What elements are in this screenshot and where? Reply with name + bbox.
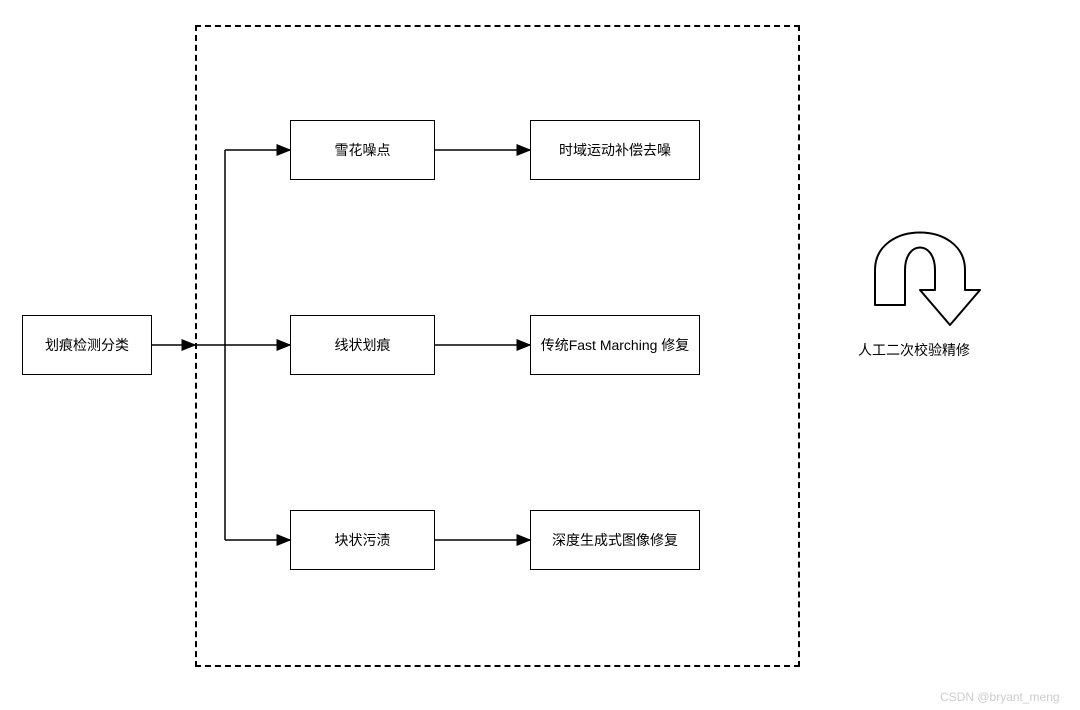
- node-fast: 传统Fast Marching 修复: [530, 315, 700, 375]
- node-block: 块状污渍: [290, 510, 435, 570]
- dashed-container: [195, 25, 800, 667]
- node-root: 划痕检测分类: [22, 315, 152, 375]
- node-deep-label: 深度生成式图像修复: [552, 531, 678, 549]
- node-deep: 深度生成式图像修复: [530, 510, 700, 570]
- node-snow-label: 雪花噪点: [335, 141, 391, 159]
- manual-review-label: 人工二次校验精修: [858, 340, 970, 360]
- node-line-label: 线状划痕: [335, 336, 391, 354]
- node-block-label: 块状污渍: [335, 531, 391, 549]
- node-root-label: 划痕检测分类: [45, 336, 129, 354]
- node-fast-label: 传统Fast Marching 修复: [541, 336, 690, 354]
- watermark: CSDN @bryant_meng: [940, 690, 1060, 704]
- node-time: 时域运动补偿去噪: [530, 120, 700, 180]
- node-snow: 雪花噪点: [290, 120, 435, 180]
- node-line: 线状划痕: [290, 315, 435, 375]
- node-time-label: 时域运动补偿去噪: [559, 141, 671, 159]
- curved-return-arrow-icon: [830, 175, 1000, 335]
